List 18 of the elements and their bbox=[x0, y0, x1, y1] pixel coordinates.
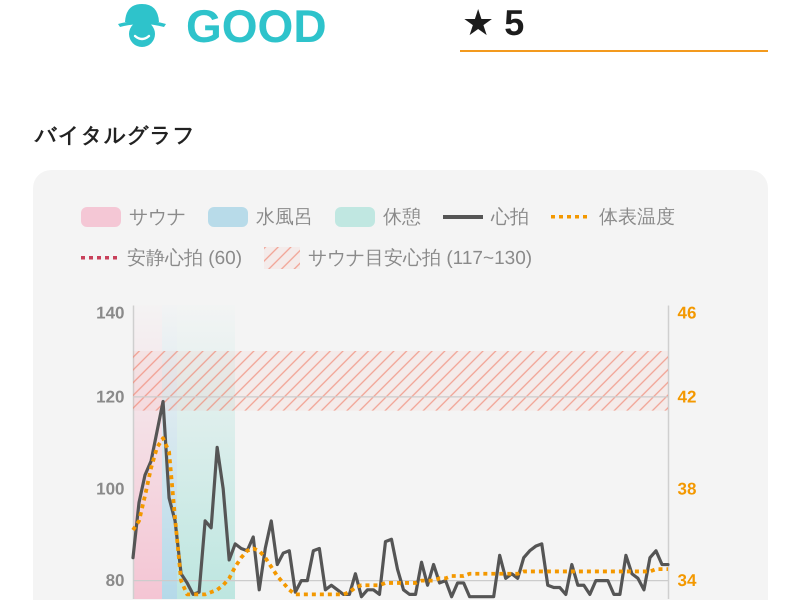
legend-label: サウナ目安心拍 (117~130) bbox=[308, 247, 532, 271]
y-tick-label: 140 bbox=[96, 304, 124, 322]
y2-tick-label: 38 bbox=[678, 479, 696, 498]
text: 休憩 bbox=[383, 206, 421, 230]
text: 安静心拍 (60) bbox=[127, 247, 242, 271]
text: サウナ bbox=[129, 206, 186, 230]
y-tick-label: 100 bbox=[96, 479, 124, 498]
y-tick-label: 120 bbox=[96, 387, 124, 406]
text: ★ 5 bbox=[462, 1, 524, 45]
legend-label: 体表温度 bbox=[599, 206, 675, 230]
y2-tick-label: 46 bbox=[678, 304, 696, 322]
legend-label: 心拍 bbox=[491, 206, 529, 230]
text: GOOD bbox=[186, 0, 327, 52]
chart-title: バイタルグラフ bbox=[35, 123, 196, 149]
text: 水風呂 bbox=[256, 206, 313, 230]
y-tick-label: 80 bbox=[106, 571, 124, 590]
y2-tick-label: 34 bbox=[678, 571, 697, 590]
y2-tick-label: 42 bbox=[678, 387, 696, 406]
